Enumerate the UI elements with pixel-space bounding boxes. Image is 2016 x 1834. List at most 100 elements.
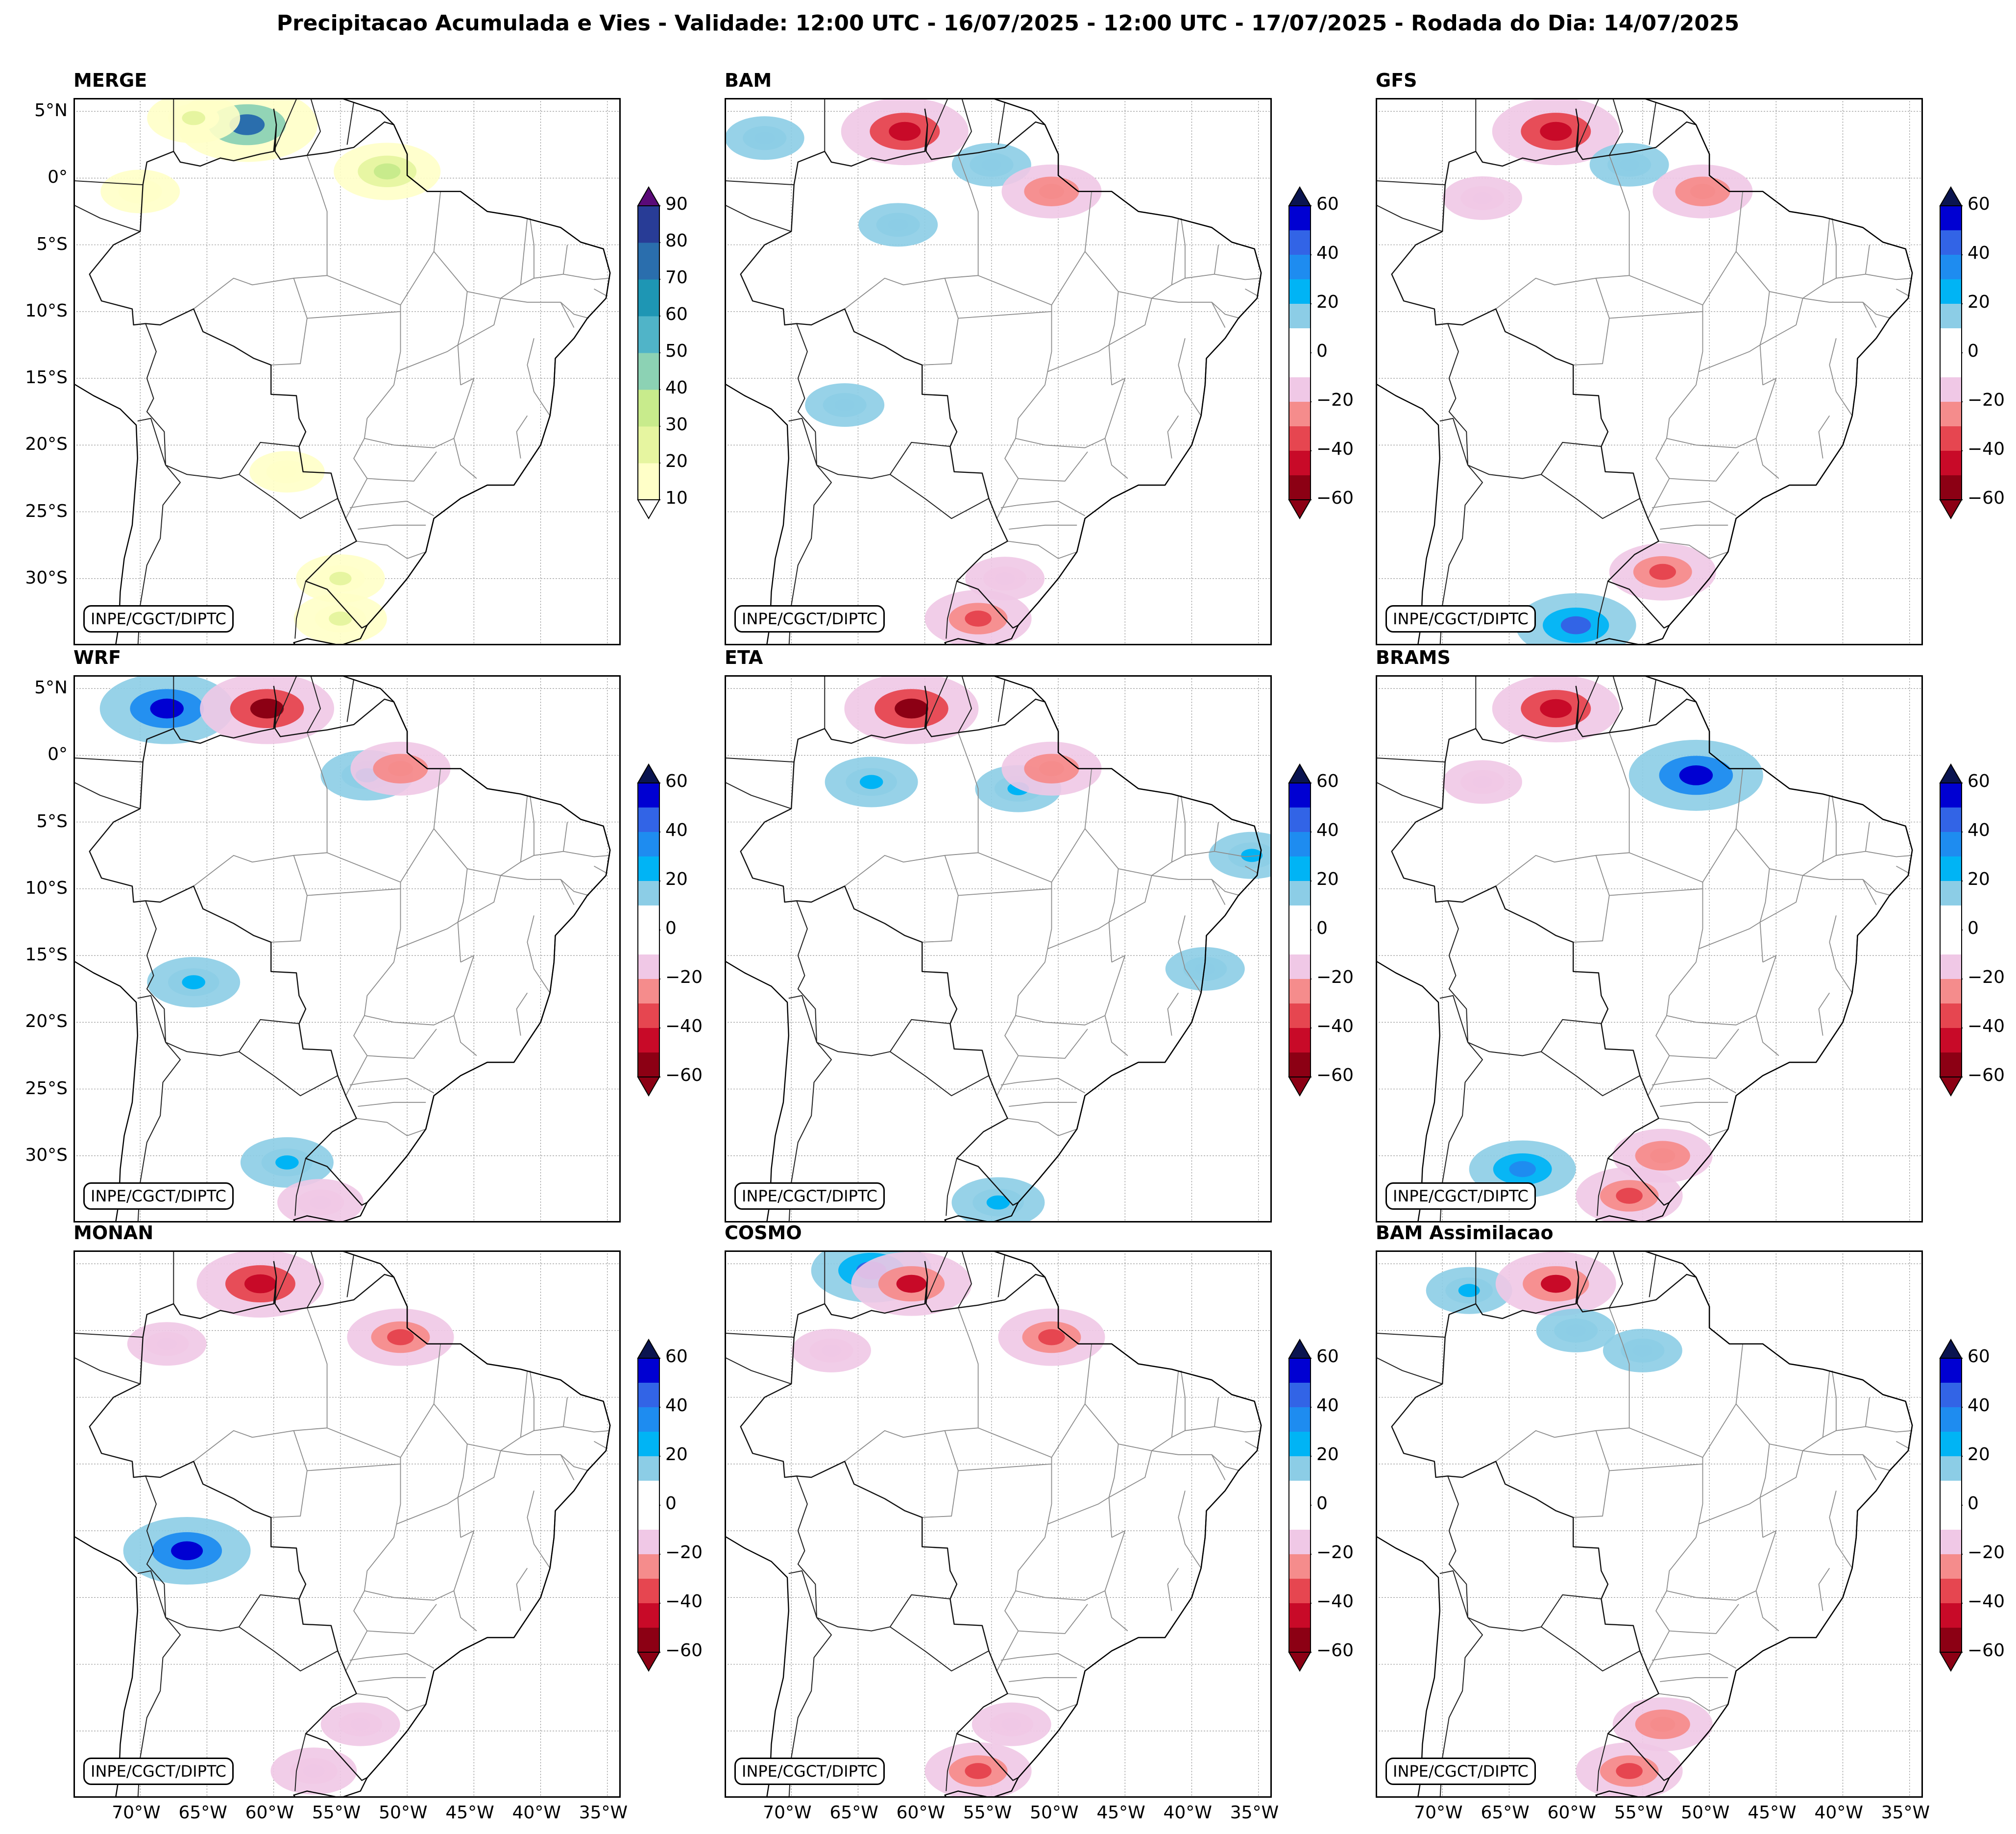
state-border (467, 1370, 528, 1451)
field-area-core (171, 1541, 203, 1561)
state-border (1084, 251, 1119, 385)
colorbar-segment (1289, 230, 1311, 255)
map-area: INPE/CGCT/DIPTC (1376, 675, 1923, 1223)
colorbar-svg (637, 1339, 660, 1672)
country-border (294, 1733, 306, 1791)
colorbar-segment (638, 243, 659, 280)
lon-tick-label: 45°W (1096, 1803, 1145, 1823)
country-border (725, 757, 794, 763)
field-area (1495, 1251, 1616, 1316)
state-border (1760, 297, 1877, 345)
field-areas (1442, 98, 1753, 645)
colorbar-extend-min (1288, 1652, 1312, 1672)
colorbar-segment (638, 1432, 659, 1457)
colorbar-segment (1940, 979, 1962, 1004)
state-border (349, 1077, 435, 1094)
country-border (824, 1250, 826, 1304)
gridlines (725, 98, 1272, 645)
field-area-core (1509, 1161, 1536, 1177)
country-border (890, 474, 989, 519)
map-outlines (73, 1250, 611, 1798)
colorbar-extend-max (1288, 1339, 1312, 1359)
colorbar-tick-label: 40 (665, 820, 688, 840)
field-area-core (1616, 1188, 1643, 1204)
panel-title: MONAN (73, 1222, 154, 1244)
map-outlines (725, 98, 1262, 645)
state-border (1118, 218, 1179, 299)
field-area (147, 98, 241, 144)
colorbar-segment (1940, 1456, 1962, 1481)
field-area (1589, 143, 1669, 187)
colorbar-tick-label: 0 (1967, 918, 1979, 938)
lat-tick-label: 20°S (25, 1011, 68, 1032)
credit-label: INPE/CGCT/DIPTC (1385, 1182, 1536, 1210)
state-border (1865, 1426, 1913, 1433)
colorbar-segment (1940, 1358, 1962, 1383)
country-border (1541, 1626, 1640, 1672)
lat-tick-label: 0° (48, 744, 68, 765)
state-border (1836, 245, 1870, 279)
country-border (1475, 1250, 1477, 1304)
colorbar-segment (1940, 1481, 1962, 1506)
credit-label: INPE/CGCT/DIPTC (734, 605, 885, 633)
state-border (1648, 478, 1670, 519)
field-area-core (1541, 1274, 1571, 1293)
panel-title: GFS (1376, 70, 1417, 91)
figure-title: Precipitacao Acumulada e Vies - Validade… (276, 11, 1740, 36)
state-border (1660, 1101, 1728, 1107)
colorbar-tick-label: −20 (1316, 1542, 1354, 1563)
state-border (1109, 875, 1226, 923)
colorbar-segment (638, 316, 659, 353)
field-area-core (250, 698, 284, 719)
colorbar-segment (638, 1505, 659, 1530)
colorbar-segment (638, 1003, 659, 1028)
country-border (796, 1476, 817, 1618)
state-border (1171, 1370, 1186, 1438)
field-area (249, 451, 325, 493)
field-area (1576, 1167, 1683, 1223)
colorbar-segment (1289, 353, 1311, 378)
colorbar-segment (638, 1579, 659, 1604)
state-border (1609, 1464, 1703, 1471)
country-border (725, 782, 792, 809)
map-outlines (1376, 675, 1913, 1223)
colorbar-segment (638, 390, 659, 427)
colorbar-segment (638, 783, 659, 808)
field-areas (100, 98, 441, 644)
country-border (924, 675, 949, 729)
field-area-core (889, 122, 921, 141)
field-area (1492, 98, 1620, 166)
colorbar-extend-min (1939, 1652, 1963, 1672)
colorbar-segment (1940, 279, 1962, 304)
field-area-core (388, 761, 413, 777)
field-areas (791, 1250, 1105, 1798)
state-border (1629, 852, 1703, 962)
map-area: INPE/CGCT/DIPTC (73, 675, 621, 1223)
state-border (293, 155, 328, 279)
state-border (563, 1426, 610, 1433)
field-area-core (1540, 699, 1572, 718)
state-border (1836, 822, 1870, 856)
field-area-core (1650, 1148, 1676, 1164)
field-area-core (1566, 1324, 1586, 1337)
field-area-core (1195, 962, 1215, 975)
panel-title: WRF (73, 647, 121, 668)
state-border (327, 852, 401, 962)
credit-label: INPE/CGCT/DIPTC (734, 1758, 885, 1785)
lat-tick-label: 30°S (25, 567, 68, 588)
colorbar-segment (1289, 1530, 1311, 1555)
state-border (1629, 275, 1703, 385)
map-area: INPE/CGCT/DIPTC (1376, 1250, 1923, 1798)
field-area (127, 1322, 207, 1366)
field-area (998, 1308, 1105, 1366)
country-border (924, 1250, 949, 1304)
state-border (1609, 311, 1703, 319)
state-border (1178, 915, 1202, 993)
colorbar-extend-min (1288, 499, 1312, 519)
panel-title: BRAMS (1376, 647, 1451, 668)
state-border (1755, 438, 1779, 479)
lat-tick-label: 15°S (25, 367, 68, 388)
field-areas (1426, 1251, 1713, 1798)
state-border (396, 344, 459, 372)
state-border (1698, 922, 1761, 950)
